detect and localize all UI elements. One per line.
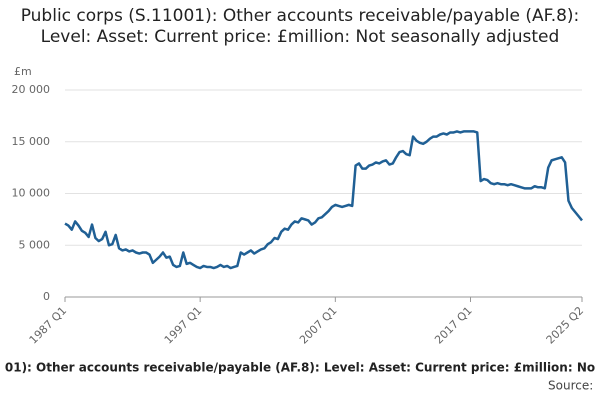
x-tick-label: 1987 Q1 (27, 304, 70, 347)
source: Source: (548, 379, 593, 393)
x-tick-label: 1997 Q1 (162, 304, 205, 347)
y-unit: £m (14, 65, 32, 78)
chart-title: Public corps (S.11001): Other accounts r… (20, 6, 580, 47)
x-tick-label: 2007 Q1 (297, 304, 340, 347)
y-tick-label: 15 000 (12, 135, 51, 148)
x-tick-label: 2017 Q1 (432, 304, 475, 347)
footer: 01): Other accounts receivable/payable (… (5, 361, 595, 375)
y-tick-label: 0 (43, 290, 50, 303)
y-tick-label: 5 000 (19, 238, 51, 251)
y-tick-label: 10 000 (12, 187, 51, 200)
y-tick-label: 20 000 (12, 83, 51, 96)
x-tick-label: 2025 Q2 (544, 304, 587, 347)
data-line (64, 130, 583, 270)
